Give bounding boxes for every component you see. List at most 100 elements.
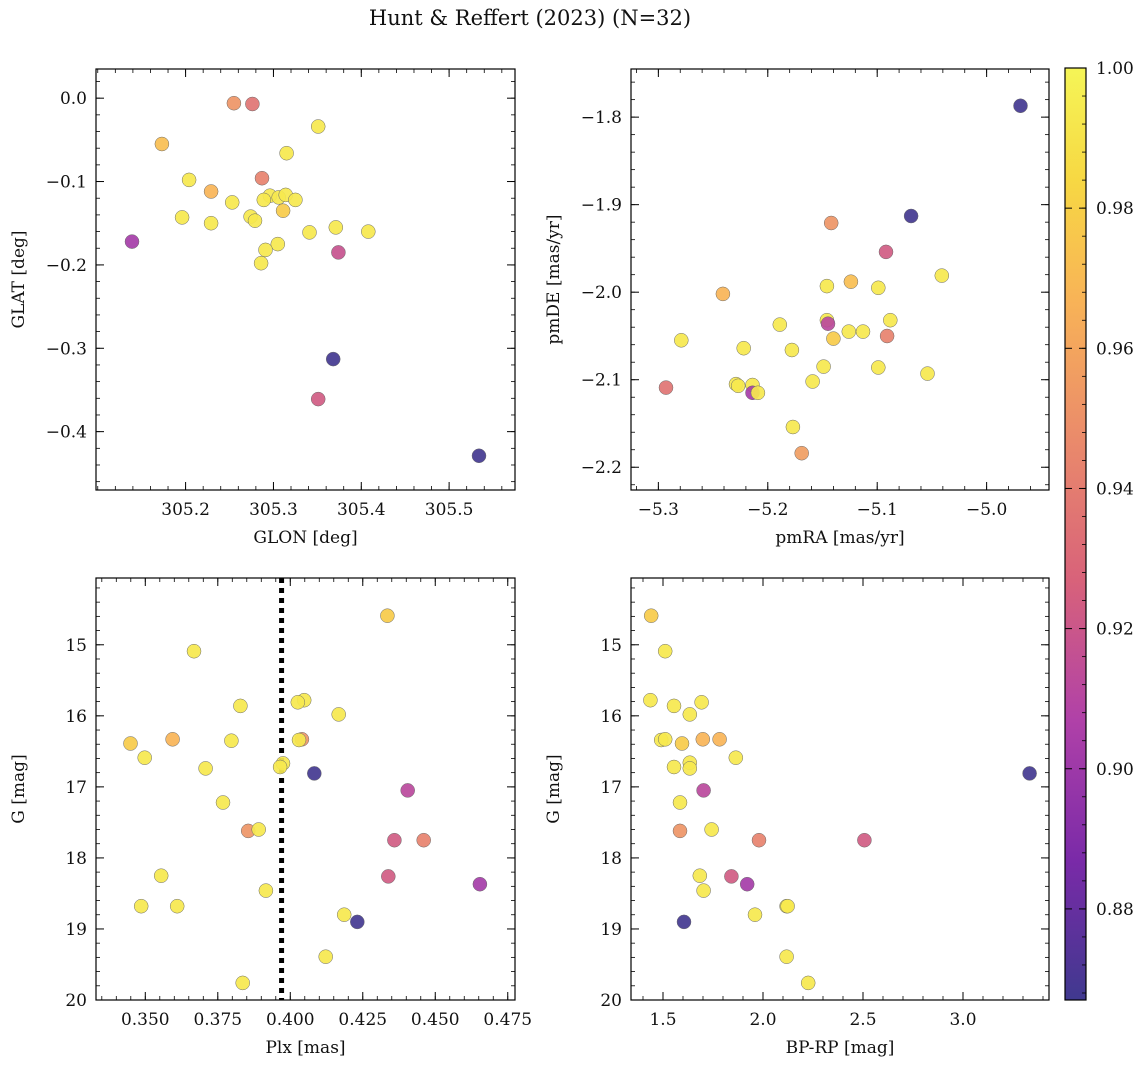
data-point bbox=[692, 868, 708, 883]
data-point bbox=[153, 868, 169, 883]
data-point bbox=[672, 795, 688, 810]
data-point bbox=[643, 608, 659, 623]
data-point bbox=[290, 695, 306, 710]
y-tick-label: 16 bbox=[65, 707, 87, 727]
data-point bbox=[235, 975, 250, 991]
data-point bbox=[658, 380, 674, 395]
y-tick-label: 15 bbox=[600, 636, 622, 656]
data-point bbox=[203, 184, 219, 199]
y-tick-label: −1.8 bbox=[581, 108, 622, 128]
data-point bbox=[253, 255, 269, 271]
points-layer bbox=[123, 608, 488, 991]
data-point bbox=[657, 732, 673, 747]
data-point bbox=[1013, 98, 1028, 114]
data-point bbox=[883, 312, 898, 328]
data-point bbox=[736, 340, 751, 356]
data-point bbox=[124, 234, 140, 249]
data-point bbox=[878, 244, 894, 260]
data-point bbox=[310, 119, 326, 134]
data-point bbox=[258, 242, 273, 258]
data-point bbox=[816, 359, 831, 374]
data-point bbox=[310, 391, 326, 407]
data-point bbox=[826, 331, 841, 346]
panel-3: 0.350 0.375 0.400 0.425 0.450 0.475 15 16 17 18 19… bbox=[9, 577, 532, 1058]
data-point bbox=[724, 869, 739, 884]
data-point bbox=[181, 172, 197, 188]
data-point bbox=[279, 145, 294, 161]
x-tick-label: 2.0 bbox=[749, 1010, 776, 1030]
y-tick-label: 18 bbox=[600, 849, 622, 869]
x-tick-label: 3.0 bbox=[949, 1010, 976, 1030]
y-tick-label: 18 bbox=[65, 849, 87, 869]
data-point bbox=[666, 698, 682, 714]
data-point bbox=[387, 832, 402, 848]
x-axis-label: pmRA [mas/yr] bbox=[775, 528, 904, 548]
x-tick-label: 0.375 bbox=[193, 1010, 242, 1030]
data-point bbox=[254, 170, 270, 186]
colorbar-frame bbox=[1064, 67, 1087, 1001]
data-point bbox=[331, 245, 346, 260]
y-tick-label: 19 bbox=[600, 920, 622, 940]
axes-frame bbox=[95, 68, 516, 491]
x-tick-label: 0.400 bbox=[266, 1010, 315, 1030]
data-point bbox=[682, 761, 698, 776]
data-point bbox=[174, 210, 190, 225]
x-tick-label: 2.5 bbox=[849, 1010, 876, 1030]
data-point bbox=[751, 832, 767, 848]
data-point bbox=[819, 278, 835, 294]
data-point bbox=[750, 385, 766, 401]
colorbar-tick-label: 0.92 bbox=[1096, 620, 1134, 640]
data-point bbox=[471, 448, 487, 464]
y-tick-label: −2.1 bbox=[581, 371, 622, 391]
data-point bbox=[186, 643, 202, 659]
axes-frame bbox=[630, 577, 1050, 1001]
figure-title: Hunt & Reffert (2023) (N=32) bbox=[368, 6, 692, 30]
x-tick-label: 305.3 bbox=[249, 500, 298, 520]
x-tick-label: 305.5 bbox=[425, 500, 474, 520]
y-tick-label: 0.0 bbox=[60, 89, 87, 109]
data-point bbox=[780, 898, 795, 914]
points-layer bbox=[643, 608, 1037, 991]
data-point bbox=[416, 832, 431, 848]
axes-frame bbox=[630, 68, 1050, 491]
x-tick-label: −5.2 bbox=[747, 500, 788, 520]
data-point bbox=[307, 766, 322, 781]
data-point bbox=[841, 324, 857, 339]
data-point bbox=[472, 876, 488, 892]
data-point bbox=[123, 736, 138, 751]
data-point bbox=[674, 333, 689, 348]
data-point bbox=[682, 707, 698, 722]
data-point bbox=[879, 328, 895, 344]
panel-2: −5.3 −5.2 −5.1 −5.0 −1.8 −1.9 −2.0 −2.1 −2.2 pmRA… bbox=[544, 68, 1050, 548]
y-axis-label: G [mag] bbox=[544, 754, 564, 823]
colorbar-tick-label: 1.00 bbox=[1096, 59, 1134, 79]
data-point bbox=[674, 736, 690, 751]
y-tick-label: 17 bbox=[65, 778, 87, 798]
data-point bbox=[739, 876, 755, 892]
x-tick-label: −5.3 bbox=[638, 500, 679, 520]
data-point bbox=[715, 286, 731, 302]
y-tick-label: −1.9 bbox=[581, 196, 622, 216]
panel-1: 305.2 305.3 305.4 305.5 0.0 −0.1 −0.2 −0.3 −0.4 G… bbox=[9, 68, 516, 548]
x-axis-label: Plx [mas] bbox=[265, 1038, 345, 1058]
y-tick-label: 17 bbox=[600, 778, 622, 798]
x-tick-label: −5.0 bbox=[966, 500, 1007, 520]
data-point bbox=[1022, 766, 1037, 781]
y-axis-label: pmDE [mas/yr] bbox=[544, 214, 564, 344]
data-point bbox=[696, 783, 711, 798]
y-axis-label: GLAT [deg] bbox=[9, 230, 29, 328]
x-tick-label: 0.475 bbox=[483, 1010, 532, 1030]
data-point bbox=[380, 608, 395, 623]
data-point bbox=[696, 883, 711, 898]
data-point bbox=[704, 822, 719, 837]
x-axis-label: BP-RP [mag] bbox=[786, 1038, 895, 1058]
y-tick-label: −0.1 bbox=[46, 173, 87, 193]
data-point bbox=[198, 761, 213, 776]
y-tick-label: 19 bbox=[65, 920, 87, 940]
data-point bbox=[666, 759, 682, 775]
x-tick-label: 0.350 bbox=[121, 1010, 170, 1030]
data-point bbox=[820, 316, 836, 331]
points-layer bbox=[658, 98, 1028, 461]
data-point bbox=[137, 750, 152, 765]
